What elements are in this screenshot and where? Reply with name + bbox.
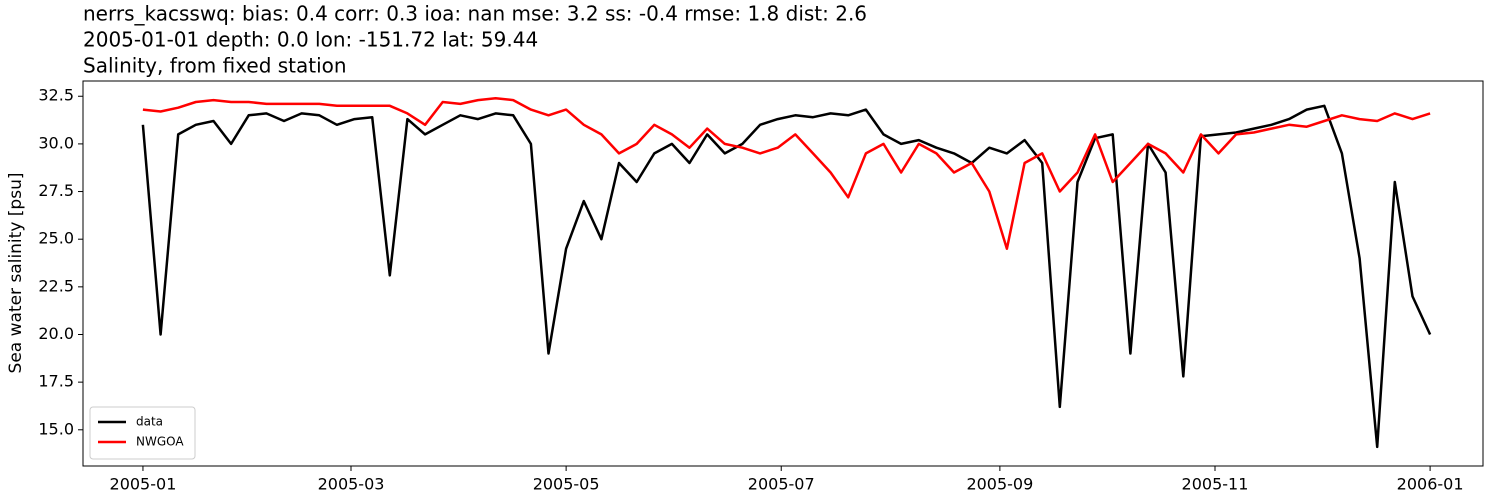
y-tick-label: 30.0 (38, 133, 74, 152)
x-tick-label: 2005-01 (110, 475, 177, 494)
axes-frame (82, 80, 1484, 467)
y-tick-label: 25.0 (38, 229, 74, 248)
series-line (141, 104, 1432, 449)
y-tick-label: 20.0 (38, 324, 74, 343)
title-line: Salinity, from fixed station (83, 54, 347, 78)
title-line: 2005-01-01 depth: 0.0 lon: -151.72 lat: … (83, 28, 538, 52)
y-tick-label: 22.5 (38, 276, 74, 295)
y-tick-label: 15.0 (38, 419, 74, 438)
legend-label: data (136, 415, 163, 429)
y-axis-label: Sea water salinity [psu] (6, 173, 26, 374)
x-tick-label: 2005-05 (533, 475, 600, 494)
y-tick-label: 32.5 (38, 86, 74, 105)
y-tick-label: 17.5 (38, 372, 74, 391)
x-tick-label: 2005-09 (966, 475, 1033, 494)
y-tick-label: 27.5 (38, 181, 74, 200)
x-tick-label: 2006-01 (1397, 475, 1464, 494)
legend-label: NWGOA (136, 435, 184, 449)
legend-box (89, 406, 196, 460)
x-tick-label: 2005-11 (1182, 475, 1249, 494)
series-line (142, 96, 1431, 250)
title-line: nerrs_kacsswq: bias: 0.4 corr: 0.3 ioa: … (83, 2, 867, 26)
x-tick-label: 2005-03 (318, 475, 385, 494)
x-tick-label: 2005-07 (748, 475, 815, 494)
